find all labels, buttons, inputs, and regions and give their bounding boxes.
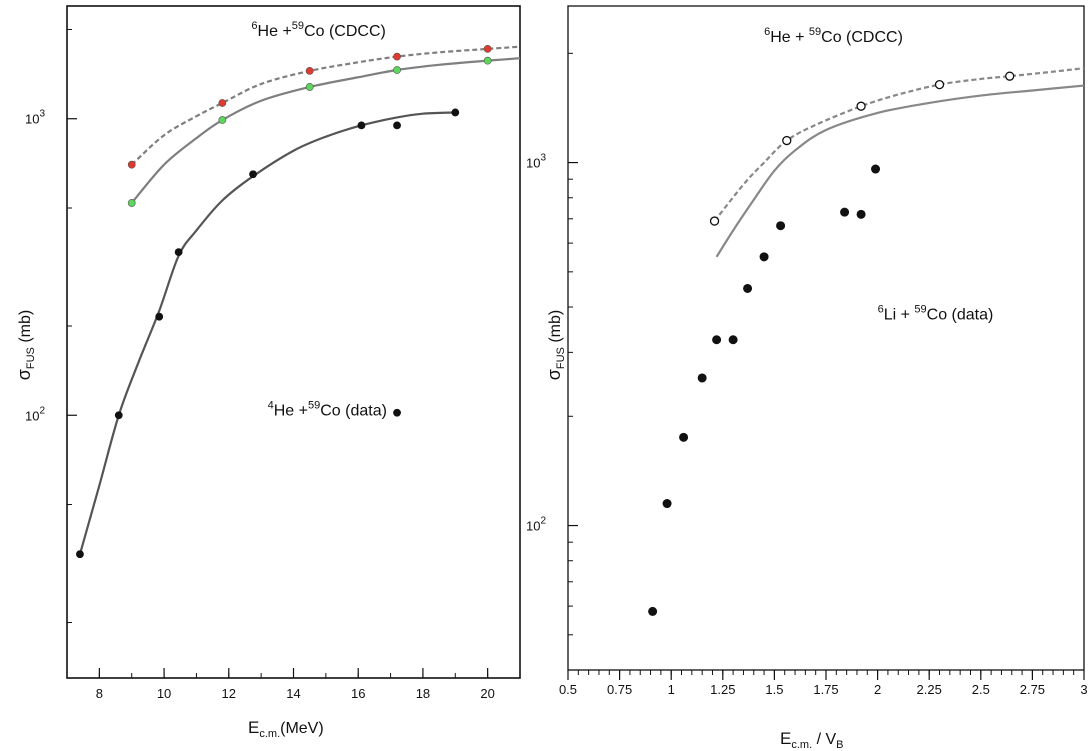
right-series-2-point — [697, 373, 707, 383]
right-x-tick-label: 1 — [668, 682, 675, 697]
left-series-0-point — [218, 99, 227, 107]
right-x-tick-label: 0.75 — [607, 682, 632, 697]
right-series-2-point — [840, 207, 850, 217]
left-series-1-point — [305, 83, 314, 91]
left-series-2-point — [451, 108, 460, 117]
right-series-0-point — [782, 135, 792, 146]
right-series-2-point — [743, 283, 753, 293]
right-x-tick-label: 2 — [874, 682, 881, 697]
left-chart-panel: 8 10 12 14 16 18 20 102 103 Ec.m.(MeV) σFUS (mb) 6H… — [14, 5, 521, 740]
right-annotation-data: 6Li + 59Co (data) — [878, 303, 994, 323]
right-x-tick-label: 1.5 — [765, 682, 783, 697]
right-series-0-point — [1005, 71, 1015, 81]
right-x-tick-label: 2.5 — [972, 682, 990, 697]
left-x-tick-label: 12 — [222, 686, 236, 701]
right-series-0-point — [709, 216, 720, 226]
left-series-0-point — [305, 66, 314, 75]
right-series-2-point — [856, 209, 866, 219]
left-series-2-point — [155, 312, 164, 321]
right-x-tick-label: 2.25 — [917, 682, 942, 697]
left-series-0-point — [393, 52, 401, 61]
left-y-tick-label: 103 — [25, 109, 45, 127]
left-x-axis-title: Ec.m.(MeV) — [248, 718, 324, 740]
right-x-tick-label: 3 — [1080, 682, 1087, 697]
right-x-tick-label: 2.75 — [1020, 682, 1045, 697]
right-x-tick-label: 1.25 — [710, 682, 735, 697]
left-series-2-point — [174, 248, 183, 257]
left-annotation-cdcc: 6He +59Co (CDCC) — [251, 20, 385, 40]
left-y-axis-title: σFUS (mb) — [14, 310, 37, 380]
left-series-0-point — [483, 45, 492, 53]
left-series-1-point — [483, 56, 492, 65]
left-x-tick-label: 18 — [416, 686, 430, 701]
right-series-2-point — [648, 606, 658, 616]
left-x-tick-label: 10 — [157, 686, 171, 701]
right-series-2-point — [759, 252, 769, 262]
right-x-tick-label: 0.5 — [559, 682, 577, 697]
right-series-2-point — [662, 499, 672, 509]
right-annotation-cdcc: 6He + 59Co (CDCC) — [764, 26, 903, 46]
right-y-tick-label: 103 — [526, 153, 546, 171]
left-series-2-curve — [78, 111, 456, 555]
left-series-2-point — [357, 121, 366, 130]
right-series-2-point — [712, 335, 722, 345]
right-x-axis-title: Ec.m. / VB — [780, 729, 843, 751]
left-series-1-point — [393, 66, 401, 74]
left-series-2-point — [393, 121, 401, 130]
left-series-0-point — [127, 160, 136, 169]
right-series-0-point — [934, 79, 945, 90]
left-x-tick-label: 20 — [480, 686, 494, 701]
right-y-axis-title: σFUS (mb) — [544, 310, 567, 380]
left-series-2-point — [114, 411, 123, 420]
right-series-2-point — [776, 221, 786, 231]
left-series-1-point — [218, 116, 227, 124]
left-x-tick-label: 16 — [351, 686, 365, 701]
left-y-tick-label: 102 — [25, 405, 45, 423]
right-y-minor-ticks — [568, 52, 573, 671]
right-series-1-curve — [715, 84, 1085, 258]
right-series-2-point — [679, 432, 689, 442]
left-series-2-point — [76, 550, 84, 559]
left-x-tick-label: 8 — [96, 686, 103, 701]
left-annotation-data: 4He +59Co (data) — [268, 399, 387, 419]
right-series-0-point — [856, 101, 866, 111]
left-series-1-point — [127, 199, 136, 207]
left-series-2-point — [249, 170, 257, 179]
left-y-minor-ticks — [67, 28, 72, 624]
right-series-2-point — [871, 164, 881, 174]
left-x-tick-label: 14 — [286, 686, 300, 701]
right-chart-panel: 0.5 0.75 1 1.25 1.5 1.75 2 2.25 2.5 2.75 3 102 103 Ec… — [526, 5, 1088, 751]
right-series-2-point — [728, 335, 738, 345]
right-x-tick-label: 1.75 — [813, 682, 838, 697]
right-y-tick-label: 102 — [526, 516, 546, 534]
left-series-3-point — [393, 408, 401, 417]
